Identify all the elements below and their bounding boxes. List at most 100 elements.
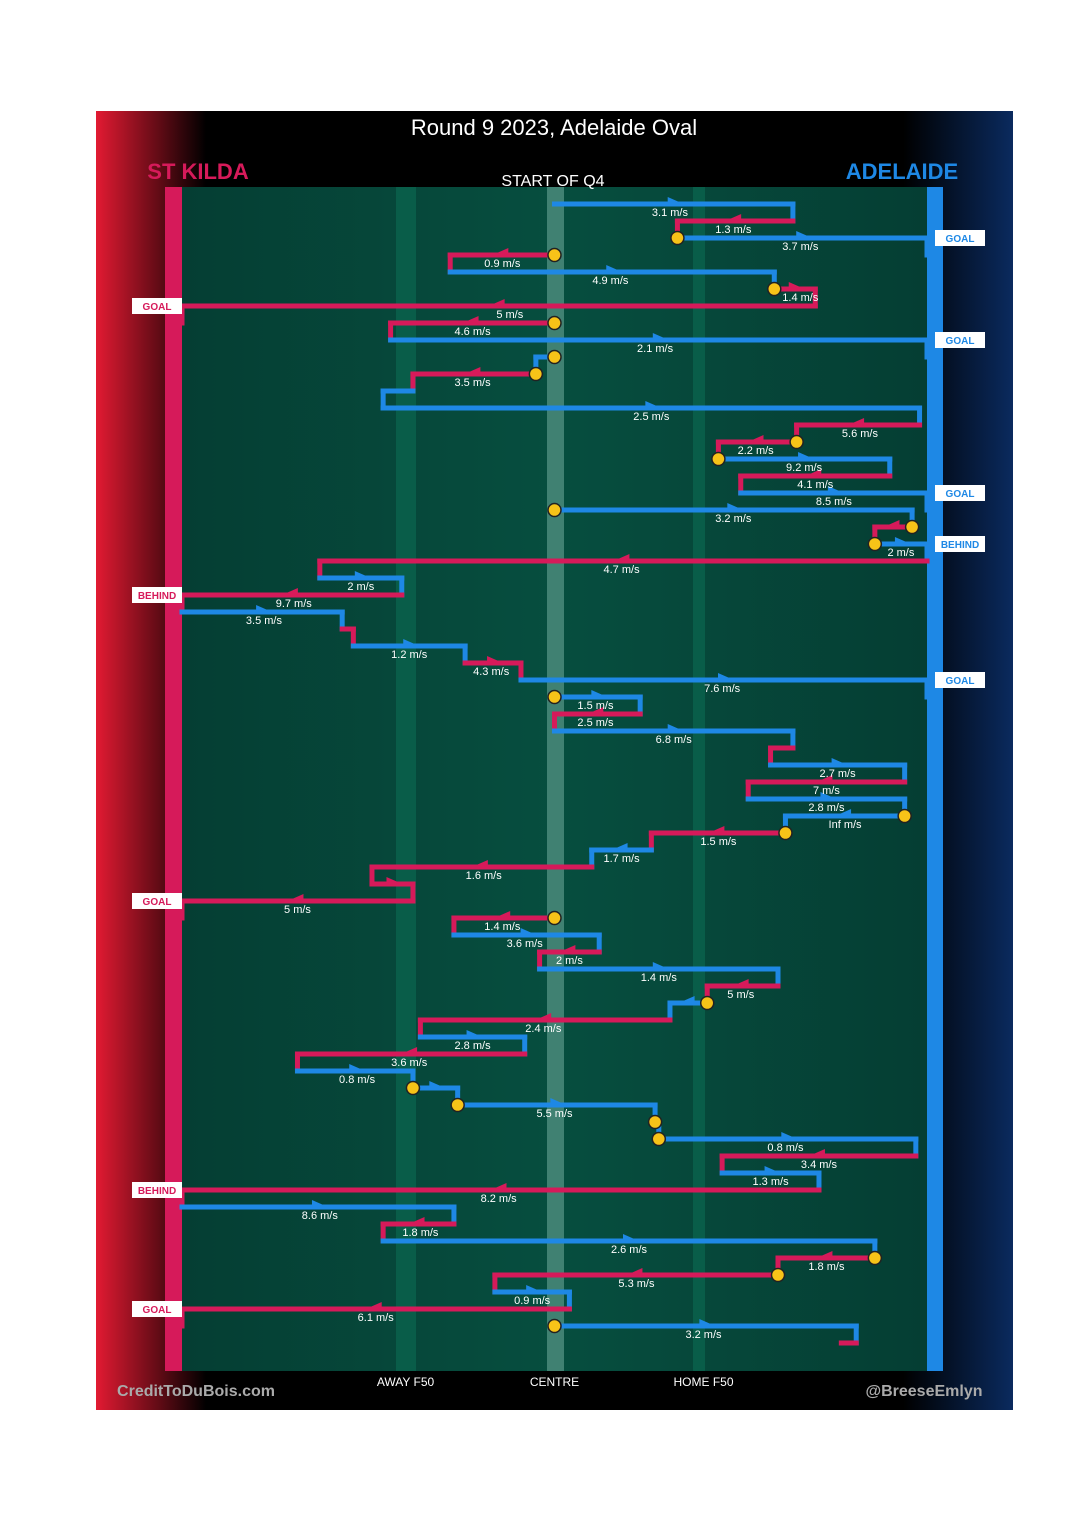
direction-arrow (550, 1098, 567, 1105)
direction-arrow (796, 231, 813, 238)
direction-arrow (623, 1234, 639, 1241)
direction-arrow (587, 707, 604, 714)
speed-label: 4.6 m/s (455, 326, 492, 338)
speed-label: 3.2 m/s (715, 513, 752, 525)
direction-arrow (827, 486, 844, 493)
speed-label: 5 m/s (727, 989, 754, 1001)
speed-label: 3.4 m/s (801, 1159, 838, 1171)
direction-arrow (708, 826, 725, 833)
direction-arrow (667, 197, 684, 204)
speed-label: 5 m/s (496, 309, 523, 321)
direction-arrow (667, 724, 684, 731)
outcome-badge (132, 1182, 182, 1198)
direction-arrow (611, 843, 628, 850)
speed-label: 0.8 m/s (767, 1142, 804, 1154)
direction-arrow (466, 1030, 483, 1037)
direction-arrow (645, 401, 662, 408)
outcome-label: GOAL (946, 489, 975, 500)
speed-label: 5 m/s (284, 904, 311, 916)
direction-arrow (725, 214, 742, 221)
speed-label: 0.9 m/s (484, 258, 521, 270)
speed-label: 2 m/s (887, 547, 914, 559)
speed-label: 3.6 m/s (507, 938, 544, 950)
outcome-label: GOAL (143, 302, 172, 313)
ball-marker (867, 536, 883, 552)
speed-label: 3.2 m/s (685, 1329, 722, 1341)
ball-marker (789, 434, 804, 450)
outcome-badge (132, 298, 182, 314)
outcome-label: BEHIND (941, 540, 979, 551)
direction-arrow (287, 894, 304, 901)
direction-arrow (606, 265, 623, 272)
ball-marker (699, 995, 715, 1011)
direction-arrow (401, 1047, 418, 1054)
home-f50-band (693, 187, 705, 1371)
ball-marker (547, 349, 562, 365)
direction-arrow (591, 690, 608, 697)
ball-marker (528, 366, 544, 382)
speed-label: 3.1 m/s (652, 207, 689, 219)
speed-label: 0.8 m/s (339, 1074, 376, 1086)
credit-right: @BreeseEmlyn (866, 1383, 983, 1400)
ball-marker (450, 1097, 465, 1113)
speed-label: 1.3 m/s (753, 1176, 790, 1188)
direction-arrow (386, 877, 403, 884)
direction-arrow (626, 1268, 643, 1275)
outcome-badge (132, 893, 182, 909)
speed-label: 7 m/s (813, 785, 840, 797)
ball-marker (647, 1114, 663, 1130)
outcome-badge (132, 1301, 182, 1317)
direction-arrow (403, 639, 420, 646)
credit-left: CreditToDuBois.com (117, 1383, 275, 1400)
x-tick-label: CENTRE (530, 1375, 579, 1389)
outcome-badge (935, 230, 985, 246)
direction-arrow (462, 316, 479, 323)
direction-arrow (487, 656, 504, 663)
speed-label: 1.7 m/s (604, 853, 641, 865)
ball-marker (547, 502, 562, 518)
direction-arrow (883, 520, 900, 527)
direction-arrow (488, 299, 505, 306)
direction-arrow (494, 911, 511, 918)
speed-label: 1.2 m/s (391, 649, 428, 661)
home-team-name: ADELAIDE (846, 159, 958, 184)
chart-title: Round 9 2023, Adelaide Oval (411, 115, 697, 140)
speed-label: 3.6 m/s (391, 1057, 428, 1069)
outcome-badge (935, 672, 985, 688)
direction-arrow (747, 435, 764, 442)
speed-label: 2.1 m/s (637, 343, 674, 355)
speed-label: 1.8 m/s (402, 1227, 439, 1239)
speed-labels: 3.1 m/s 1.3 m/s 3.7 m/s 0.9 m/s 4.9 m/s 1.4 m… (246, 207, 915, 1341)
away-f50-band (396, 187, 416, 1371)
direction-arrow (678, 996, 695, 1003)
direction-arrow (732, 979, 749, 986)
outcome-badge (935, 536, 985, 552)
outcome-label: BEHIND (138, 591, 176, 602)
ball-marker (547, 247, 562, 263)
speed-label: 8.6 m/s (302, 1210, 339, 1222)
outcome-label: GOAL (143, 897, 172, 908)
speed-label: 2.5 m/s (577, 717, 614, 729)
ball-marker (651, 1131, 667, 1147)
speed-label: 1.5 m/s (577, 700, 614, 712)
direction-arrow (816, 775, 833, 782)
ball-marker (897, 808, 912, 824)
speed-label: 5.6 m/s (842, 428, 879, 440)
speed-label: 3.5 m/s (455, 377, 492, 389)
speed-label: 1.5 m/s (700, 836, 737, 848)
direction-arrow (490, 1183, 507, 1190)
outcome-badge (935, 485, 985, 501)
direction-arrow (256, 605, 273, 612)
x-tick-label: HOME F50 (673, 1375, 733, 1389)
direction-arrow (808, 1149, 825, 1156)
outcome-badge (132, 587, 182, 603)
direction-arrow (471, 860, 488, 867)
speed-label: 2.6 m/s (611, 1244, 648, 1256)
speed-label: Inf m/s (829, 819, 863, 831)
outcome-label: GOAL (143, 1305, 172, 1316)
outcome-label: GOAL (946, 676, 975, 687)
direction-arrow (535, 1013, 552, 1020)
x-axis-ticks: AWAY F50 CENTRE HOME F50 (377, 1375, 734, 1389)
direction-arrow (492, 248, 509, 255)
speed-label: 2 m/s (347, 581, 374, 593)
